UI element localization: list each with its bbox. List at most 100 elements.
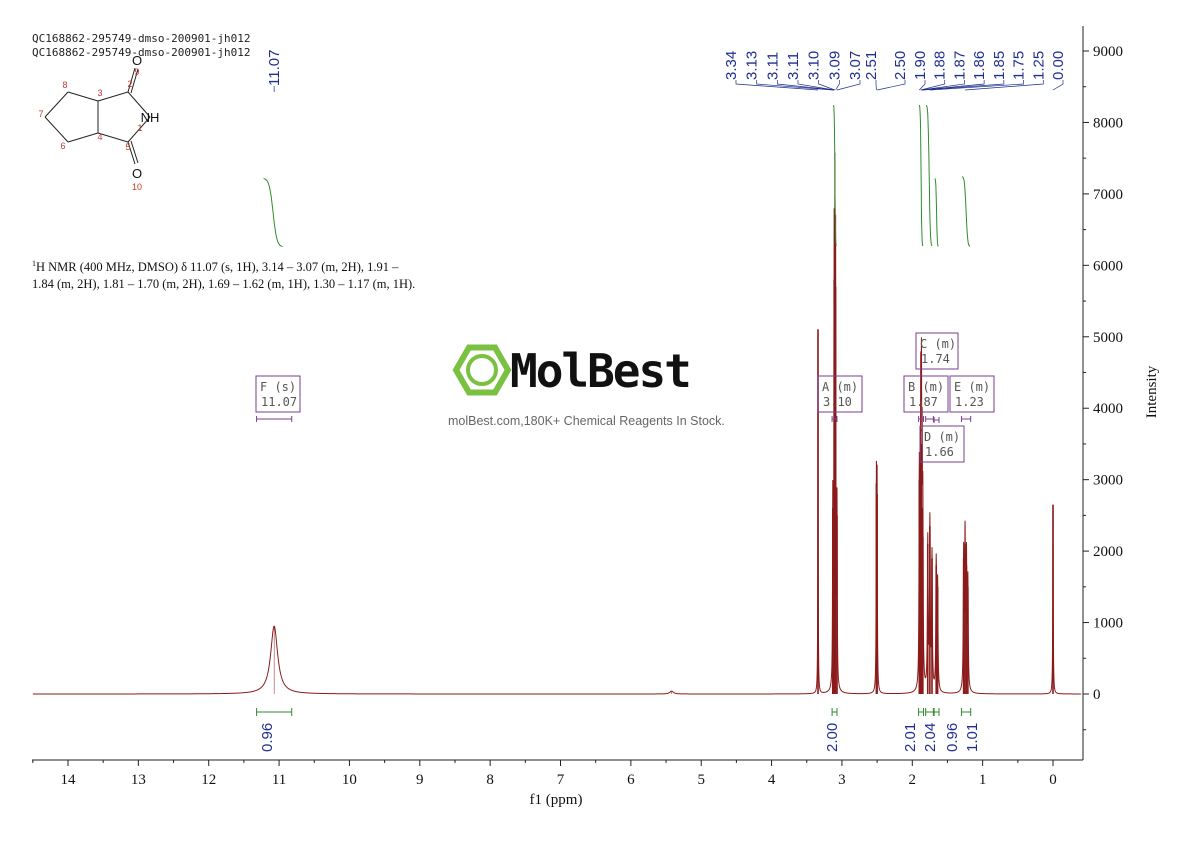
multiplet-box — [949, 375, 995, 413]
multiplet-box — [817, 375, 863, 413]
molecule-atom-index: 7 — [38, 109, 43, 119]
peak-label: 1.25 — [1030, 51, 1047, 80]
multiplet-box — [903, 375, 949, 413]
integral-value: 2.04 — [922, 723, 939, 752]
integral-value: 0.96 — [944, 723, 961, 752]
x-tick-label: 14 — [61, 772, 77, 788]
molecule-atom-index: 5 — [125, 142, 130, 152]
peak-label: 3.13 — [744, 51, 761, 80]
molecule-bond — [97, 132, 129, 143]
multiplet-box — [915, 332, 959, 370]
integral-value: 2.00 — [824, 723, 841, 752]
peak-label: 0.00 — [1050, 51, 1067, 80]
multiplet-box — [919, 425, 965, 463]
y-tick-label: 8000 — [1093, 115, 1123, 131]
molecule-bond — [44, 116, 69, 143]
molecule-bond — [67, 132, 99, 143]
multiplet-label: F (s) — [260, 380, 296, 394]
peak-label-leader — [756, 80, 833, 91]
peak-label-leader — [919, 80, 926, 91]
y-tick-label: 7000 — [1093, 187, 1123, 203]
multiplet-shift: 11.07 — [261, 395, 297, 409]
peak-label: 1.88 — [932, 51, 949, 80]
y-tick-label: 1000 — [1093, 616, 1123, 632]
molecule-atom-index: 2 — [127, 79, 132, 89]
peak-label: 1.87 — [951, 51, 968, 80]
y-tick-label: 9000 — [1093, 44, 1123, 60]
peak-label-leader — [929, 80, 1024, 91]
molecule-atom-symbol: O — [132, 166, 142, 181]
sample-id-line-1: QC168862-295749-dmso-200901-jh012 — [32, 32, 251, 45]
x-tick-label: 11 — [272, 772, 286, 788]
x-tick-label: 7 — [557, 772, 565, 788]
peak-label-leader — [735, 80, 819, 91]
x-tick-label: 9 — [416, 772, 424, 788]
peak-label-leader — [818, 80, 836, 91]
multiplet-shift: 1.74 — [921, 352, 950, 366]
integral-curve — [934, 178, 939, 247]
sample-id-line-2: QC168862-295749-dmso-200901-jh012 — [32, 46, 251, 59]
multiplet-shift: 1.66 — [925, 445, 954, 459]
peak-label-leader — [921, 80, 965, 91]
y-tick-label: 6000 — [1093, 258, 1123, 274]
x-tick-label: 13 — [131, 772, 146, 788]
peak-label: 3.11 — [785, 52, 802, 80]
integral-curve — [263, 178, 283, 247]
multiplet-label: D (m) — [924, 430, 960, 444]
integral-value: 0.96 — [259, 723, 276, 752]
peak-label: 3.10 — [806, 51, 823, 80]
molecule-atom-index: 8 — [62, 80, 67, 90]
peak-label-leader — [877, 80, 906, 91]
peak-label: 11.07 — [266, 50, 283, 86]
multiplet-shift: 1.23 — [955, 395, 984, 409]
x-tick-label: 2 — [909, 772, 917, 788]
peak-label-leader — [922, 80, 985, 91]
x-tick-label: 4 — [768, 772, 776, 788]
molecule-double-bond — [130, 68, 139, 94]
x-tick-label: 0 — [1049, 772, 1057, 788]
peak-label: 3.34 — [723, 51, 740, 80]
integral-curve — [833, 104, 837, 247]
nucleus-superscript: 1 — [32, 259, 36, 268]
peak-label-leader — [776, 80, 835, 91]
multiplet-label: E (m) — [954, 380, 990, 394]
peak-label-leader — [922, 80, 1005, 91]
x-tick-label: 3 — [838, 772, 846, 788]
peak-label-leader — [836, 80, 861, 91]
logo-hexagon-icon — [452, 344, 512, 396]
watermark-brand: MolBest — [510, 344, 692, 398]
x-tick-label: 1 — [979, 772, 987, 788]
multiplet-shift: 3.10 — [823, 395, 852, 409]
peak-label: 1.90 — [912, 51, 929, 80]
molecule-atom-symbol: O — [132, 53, 142, 68]
x-tick-label: 12 — [201, 772, 216, 788]
multiplet-box — [255, 375, 301, 413]
molecule-bond — [97, 91, 129, 102]
y-tick-label: 4000 — [1093, 401, 1123, 417]
peak-label: 3.11 — [764, 52, 781, 80]
peak-label: 3.07 — [847, 51, 864, 80]
y-axis-title: Intensity — [1144, 365, 1160, 418]
integral-value: 2.01 — [902, 723, 919, 752]
x-tick-label: 5 — [697, 772, 705, 788]
peak-label: 1.75 — [1011, 51, 1028, 80]
molecule-bond — [44, 91, 69, 118]
molecule-double-bond — [127, 141, 136, 165]
molecule-atom-symbol: NH — [141, 110, 160, 125]
peak-label-leader — [797, 80, 835, 91]
y-tick-label: 2000 — [1093, 544, 1123, 560]
peak-label-leader — [920, 80, 946, 91]
peak-label: 3.09 — [826, 51, 843, 80]
peak-label: 2.50 — [892, 51, 909, 80]
molecule-atom-index: 4 — [97, 132, 102, 142]
spectrum-trace — [32, 152, 1082, 695]
multiplet-label: A (m) — [822, 380, 858, 394]
molecule-double-bond — [127, 67, 136, 93]
molecule-bond — [127, 91, 151, 118]
multiplet-shift: 1.87 — [909, 395, 938, 409]
y-tick-label: 3000 — [1093, 473, 1123, 489]
multiplet-label: C (m) — [920, 337, 956, 351]
peak-label-leader — [1052, 80, 1064, 91]
watermark-tagline: molBest.com,180K+ Chemical Reagents In S… — [448, 414, 725, 428]
